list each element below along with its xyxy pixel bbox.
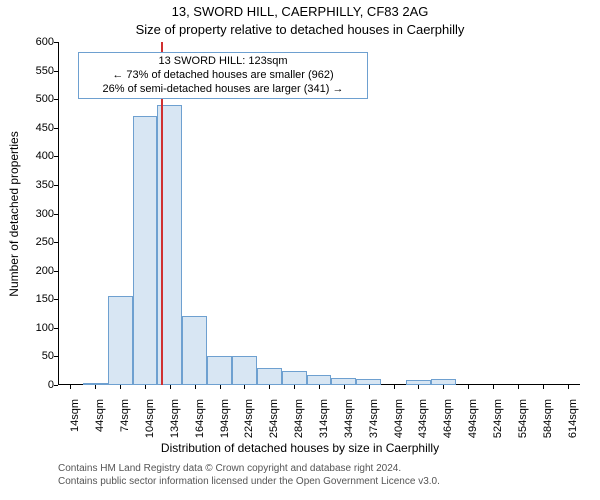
attribution-line2: Contains public sector information licen… bbox=[58, 476, 440, 487]
x-tick-label: 494sqm bbox=[467, 399, 479, 438]
address-title: 13, SWORD HILL, CAERPHILLY, CF83 2AG bbox=[0, 4, 600, 19]
x-tick-label: 74sqm bbox=[119, 399, 131, 432]
x-tick-label: 44sqm bbox=[94, 399, 106, 432]
y-tick-label: 350 bbox=[24, 179, 54, 191]
x-tick-label: 344sqm bbox=[343, 399, 355, 438]
histogram-bar bbox=[282, 371, 307, 385]
x-tick-label: 134sqm bbox=[169, 399, 181, 438]
histogram-bar bbox=[182, 316, 207, 385]
x-tick-label: 614sqm bbox=[567, 399, 579, 438]
histogram-bar bbox=[331, 378, 356, 385]
y-tick-label: 150 bbox=[24, 293, 54, 305]
y-tick-label: 400 bbox=[24, 150, 54, 162]
histogram-bar bbox=[257, 368, 282, 385]
y-tick-label: 100 bbox=[24, 322, 54, 334]
x-tick-label: 524sqm bbox=[492, 399, 504, 438]
y-tick-label: 550 bbox=[24, 65, 54, 77]
marker-annotation: 13 SWORD HILL: 123sqm ← 73% of detached … bbox=[78, 52, 368, 99]
x-tick-label: 104sqm bbox=[144, 399, 156, 438]
attribution-line1: Contains HM Land Registry data © Crown c… bbox=[58, 463, 401, 474]
anno-line1: 13 SWORD HILL: 123sqm bbox=[83, 55, 363, 69]
x-tick-label: 194sqm bbox=[219, 399, 231, 438]
histogram-bar bbox=[307, 375, 332, 385]
y-tick-label: 500 bbox=[24, 93, 54, 105]
y-tick-label: 300 bbox=[24, 208, 54, 220]
x-tick-label: 434sqm bbox=[417, 399, 429, 438]
x-tick-label: 554sqm bbox=[517, 399, 529, 438]
x-tick-label: 284sqm bbox=[293, 399, 305, 438]
chart-container: { "header": { "address": "13, SWORD HILL… bbox=[0, 0, 600, 500]
histogram-bar bbox=[133, 116, 158, 385]
x-tick-label: 404sqm bbox=[393, 399, 405, 438]
y-tick-label: 450 bbox=[24, 122, 54, 134]
y-axis-title: Number of detached properties bbox=[7, 131, 21, 296]
x-tick-label: 584sqm bbox=[542, 399, 554, 438]
x-tick-label: 254sqm bbox=[268, 399, 280, 438]
y-tick-label: 250 bbox=[24, 236, 54, 248]
histogram-bar bbox=[207, 356, 232, 385]
x-tick-label: 374sqm bbox=[368, 399, 380, 438]
x-tick-label: 464sqm bbox=[442, 399, 454, 438]
y-tick-label: 600 bbox=[24, 36, 54, 48]
histogram-bar bbox=[232, 356, 257, 385]
anno-line2: ← 73% of detached houses are smaller (96… bbox=[83, 69, 363, 83]
y-tick-label: 50 bbox=[24, 350, 54, 362]
subtitle: Size of property relative to detached ho… bbox=[0, 22, 600, 37]
y-tick-label: 200 bbox=[24, 265, 54, 277]
x-axis-title: Distribution of detached houses by size … bbox=[0, 441, 600, 455]
x-tick-label: 314sqm bbox=[318, 399, 330, 438]
x-tick-label: 14sqm bbox=[69, 399, 81, 432]
anno-line3: 26% of semi-detached houses are larger (… bbox=[83, 83, 363, 97]
histogram-bar bbox=[108, 296, 133, 385]
x-tick-label: 224sqm bbox=[243, 399, 255, 438]
x-tick-label: 164sqm bbox=[194, 399, 206, 438]
y-tick-label: 0 bbox=[24, 379, 54, 391]
